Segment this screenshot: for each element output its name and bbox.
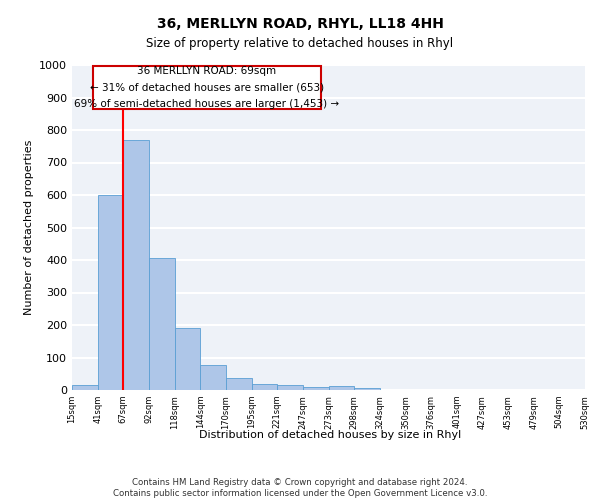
Text: Distribution of detached houses by size in Rhyl: Distribution of detached houses by size … bbox=[199, 430, 461, 440]
Bar bbox=[329, 386, 354, 390]
Bar bbox=[354, 388, 380, 390]
Bar bbox=[226, 378, 251, 390]
Text: Size of property relative to detached houses in Rhyl: Size of property relative to detached ho… bbox=[146, 38, 454, 51]
Bar bbox=[175, 328, 200, 390]
Bar bbox=[277, 385, 303, 390]
Bar bbox=[200, 364, 226, 390]
Bar bbox=[251, 384, 277, 390]
Bar bbox=[149, 258, 175, 390]
Bar bbox=[72, 385, 98, 390]
Bar bbox=[98, 195, 124, 390]
Y-axis label: Number of detached properties: Number of detached properties bbox=[23, 140, 34, 315]
Bar bbox=[124, 140, 149, 390]
Text: Contains HM Land Registry data © Crown copyright and database right 2024.
Contai: Contains HM Land Registry data © Crown c… bbox=[113, 478, 487, 498]
FancyBboxPatch shape bbox=[92, 66, 321, 109]
Text: 36 MERLLYN ROAD: 69sqm
← 31% of detached houses are smaller (653)
69% of semi-de: 36 MERLLYN ROAD: 69sqm ← 31% of detached… bbox=[74, 66, 339, 108]
Text: 36, MERLLYN ROAD, RHYL, LL18 4HH: 36, MERLLYN ROAD, RHYL, LL18 4HH bbox=[157, 18, 443, 32]
Bar bbox=[303, 387, 329, 390]
